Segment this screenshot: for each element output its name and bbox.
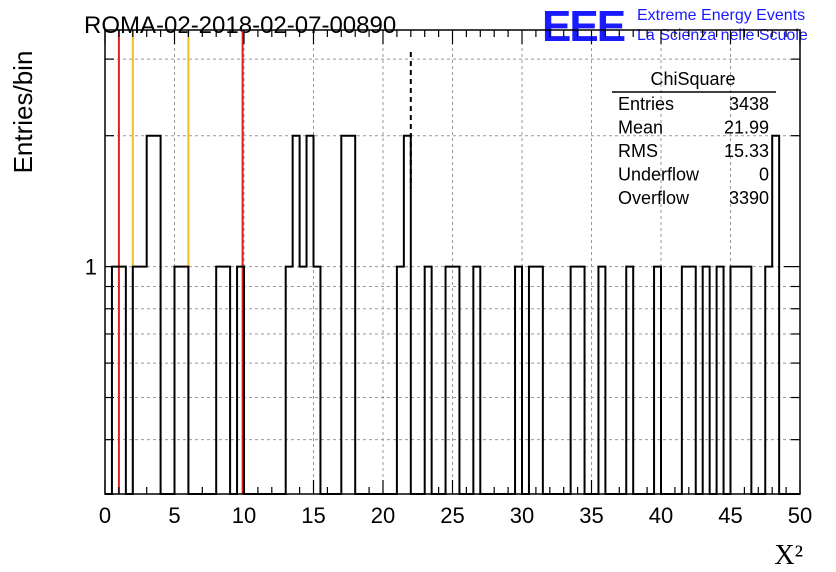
histogram-bin [571, 267, 578, 494]
histogram-bin [147, 136, 154, 494]
histogram-bin [293, 136, 300, 494]
histogram-bin [181, 267, 188, 494]
histogram-bin [737, 267, 744, 494]
histogram-bin [626, 267, 633, 494]
histogram-bin [473, 267, 480, 494]
y-axis-ticks: 1 [85, 58, 800, 495]
histogram-bin [404, 136, 411, 494]
histogram-bin [765, 267, 772, 494]
x-tick-label: 40 [649, 503, 673, 528]
stats-row-value: 3390 [729, 188, 769, 208]
chart-title: ROMA-02-2018-02-07-00890 [84, 12, 396, 39]
stats-row-label: Mean [618, 118, 663, 138]
histogram-bin [397, 267, 404, 494]
histogram-bin [453, 267, 460, 494]
reference-lines [117, 30, 412, 494]
x-axis-title: X² [774, 540, 803, 571]
stats-row-label: Underflow [618, 165, 700, 185]
histogram-bin [425, 267, 432, 494]
histogram-bin [154, 136, 161, 494]
x-tick-label: 50 [788, 503, 812, 528]
x-tick-label: 15 [301, 503, 325, 528]
eee-logo: EEE Extreme Energy Events La Scienza nel… [542, 2, 808, 51]
histogram-bin [744, 267, 751, 494]
histogram-bin [654, 267, 661, 494]
y-axis-title: Entries/bin [8, 51, 38, 174]
histogram-bin [515, 267, 522, 494]
histogram-bin [286, 267, 293, 494]
histogram-outline [105, 134, 800, 495]
histogram-bin [731, 267, 738, 494]
stats-row-label: Overflow [618, 188, 690, 208]
histogram-bin [598, 267, 605, 494]
histogram-bin [112, 267, 119, 494]
histogram-bin [682, 267, 689, 494]
histogram-bin [307, 136, 314, 494]
x-tick-label: 45 [718, 503, 742, 528]
histogram-bin [536, 267, 543, 494]
x-axis-ticks: 0 5 10 15 20 25 30 35 40 45 50 [99, 30, 812, 528]
stats-row-value: 0 [759, 165, 769, 185]
x-tick-label: 20 [371, 503, 395, 528]
histogram-bin [717, 267, 724, 494]
histogram-bin [772, 136, 779, 494]
logo-line-2: La Scienza nelle Scuole [637, 27, 808, 44]
histogram-bin [578, 267, 585, 494]
x-tick-label: 35 [579, 503, 603, 528]
histogram-bin [703, 267, 710, 494]
histogram-bin [689, 267, 696, 494]
stats-box: ChiSquare Entries 3438 Mean 21.99 RMS 15.33 Un… [612, 69, 776, 208]
histogram-bin [529, 267, 536, 494]
stats-row-label: Entries [618, 94, 674, 114]
stats-row-label: RMS [618, 141, 658, 161]
histogram-bin [300, 267, 307, 494]
histogram-bin [237, 267, 244, 494]
histogram-bin [133, 267, 140, 494]
stats-row-value: 21.99 [724, 118, 769, 138]
histogram-bin [223, 267, 230, 494]
x-tick-label: 30 [510, 503, 534, 528]
x-tick-label: 5 [168, 503, 180, 528]
stats-row-value: 15.33 [724, 141, 769, 161]
histogram-bin [175, 267, 182, 494]
histogram-bin [140, 267, 147, 494]
x-tick-label: 10 [232, 503, 256, 528]
logo-line-1: Extreme Energy Events [637, 7, 805, 24]
histogram-bin [348, 136, 355, 494]
y-tick-label: 1 [85, 255, 97, 280]
histogram-bin [341, 136, 348, 494]
x-tick-label: 25 [440, 503, 464, 528]
stats-box-title: ChiSquare [650, 69, 735, 89]
histogram-bin [314, 267, 321, 494]
histogram-bin [216, 267, 223, 494]
histogram-line [105, 134, 800, 495]
histogram-bin [446, 267, 453, 494]
x-tick-label: 0 [99, 503, 111, 528]
histogram-bin [119, 267, 126, 494]
logo-mark: EEE [542, 2, 625, 51]
stats-row-value: 3438 [729, 94, 769, 114]
